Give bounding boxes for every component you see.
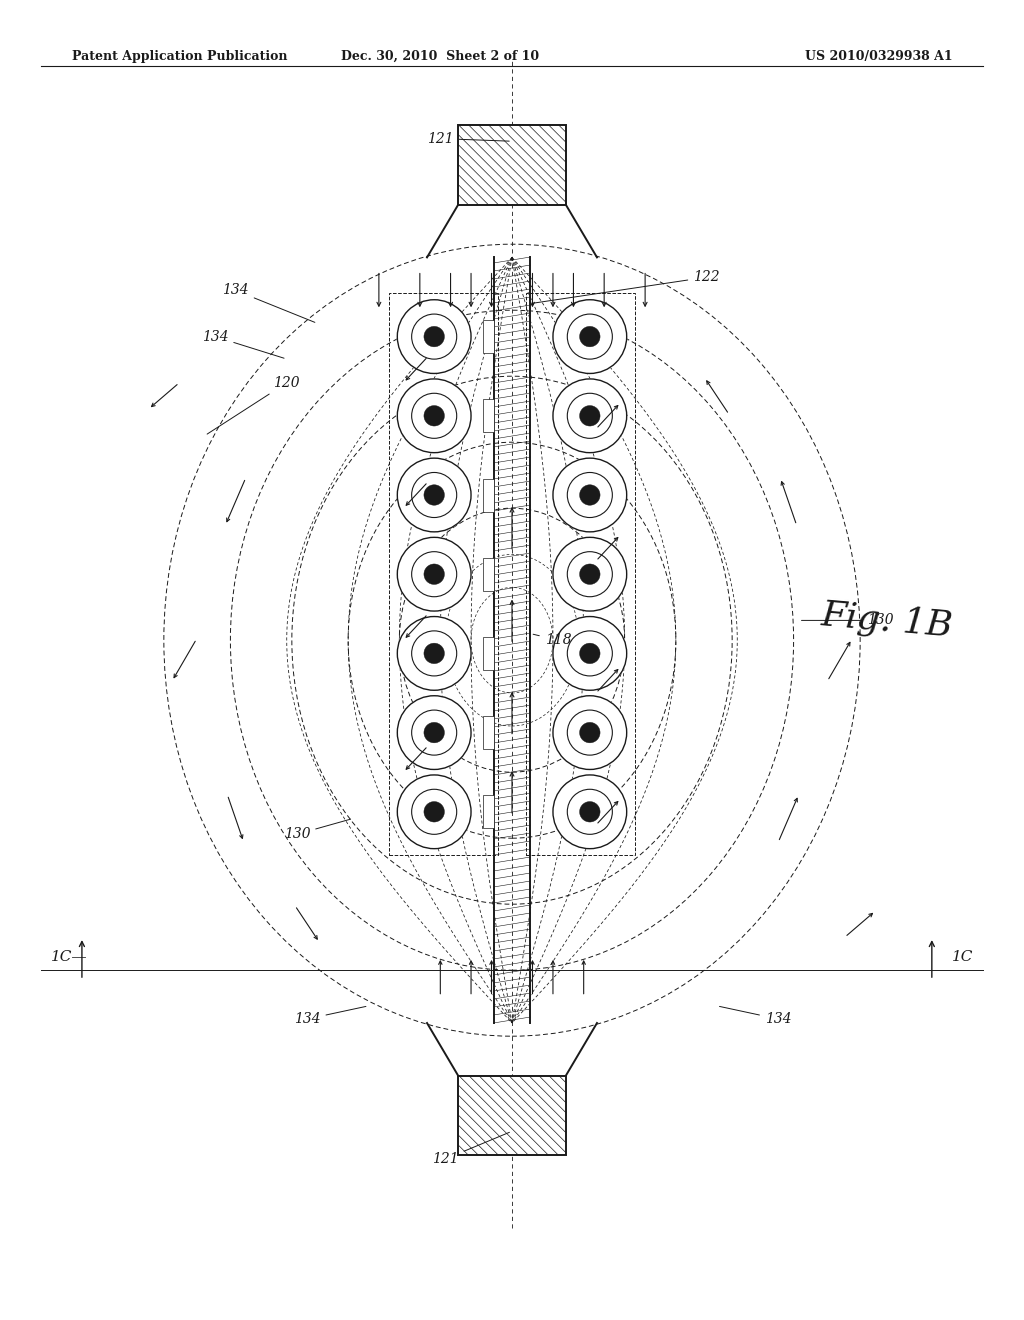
- Circle shape: [397, 458, 471, 532]
- Bar: [483, 715, 494, 750]
- Text: 134: 134: [202, 330, 284, 358]
- Circle shape: [580, 722, 600, 743]
- Bar: [483, 557, 494, 591]
- Circle shape: [580, 564, 600, 585]
- Text: 122: 122: [534, 271, 720, 304]
- Bar: [459, 1076, 565, 1155]
- Text: 118: 118: [534, 634, 571, 647]
- Circle shape: [553, 537, 627, 611]
- Text: 134: 134: [222, 284, 314, 322]
- Text: 130: 130: [284, 820, 350, 841]
- Circle shape: [580, 405, 600, 426]
- Bar: [483, 321, 494, 354]
- Circle shape: [580, 801, 600, 822]
- Bar: [483, 636, 494, 671]
- Bar: [526, 293, 635, 855]
- Circle shape: [424, 722, 444, 743]
- Bar: [483, 479, 494, 511]
- Text: Dec. 30, 2010  Sheet 2 of 10: Dec. 30, 2010 Sheet 2 of 10: [341, 50, 540, 63]
- Circle shape: [397, 616, 471, 690]
- Circle shape: [553, 379, 627, 453]
- Circle shape: [553, 616, 627, 690]
- Circle shape: [553, 775, 627, 849]
- Circle shape: [553, 458, 627, 532]
- Circle shape: [397, 696, 471, 770]
- Text: 1C—: 1C—: [51, 949, 88, 964]
- Circle shape: [424, 405, 444, 426]
- Circle shape: [553, 300, 627, 374]
- Text: 134: 134: [720, 1006, 792, 1026]
- Text: 120: 120: [207, 376, 300, 434]
- Circle shape: [424, 801, 444, 822]
- Bar: [459, 125, 565, 205]
- Text: 121: 121: [432, 1133, 509, 1166]
- Bar: [389, 293, 498, 855]
- Circle shape: [397, 300, 471, 374]
- Circle shape: [580, 326, 600, 347]
- Circle shape: [580, 643, 600, 664]
- Text: 130: 130: [802, 614, 894, 627]
- Circle shape: [397, 537, 471, 611]
- Bar: [483, 399, 494, 433]
- Circle shape: [397, 775, 471, 849]
- Circle shape: [553, 696, 627, 770]
- Text: US 2010/0329938 A1: US 2010/0329938 A1: [805, 50, 952, 63]
- Circle shape: [424, 326, 444, 347]
- Text: 1C: 1C: [952, 949, 974, 964]
- Text: 121: 121: [427, 132, 509, 145]
- Text: Patent Application Publication: Patent Application Publication: [72, 50, 287, 63]
- Text: 134: 134: [294, 1006, 366, 1026]
- Circle shape: [397, 379, 471, 453]
- Text: Fig. 1B: Fig. 1B: [819, 598, 954, 643]
- Circle shape: [424, 564, 444, 585]
- Bar: [483, 795, 494, 829]
- Circle shape: [424, 484, 444, 506]
- Circle shape: [424, 643, 444, 664]
- Circle shape: [580, 484, 600, 506]
